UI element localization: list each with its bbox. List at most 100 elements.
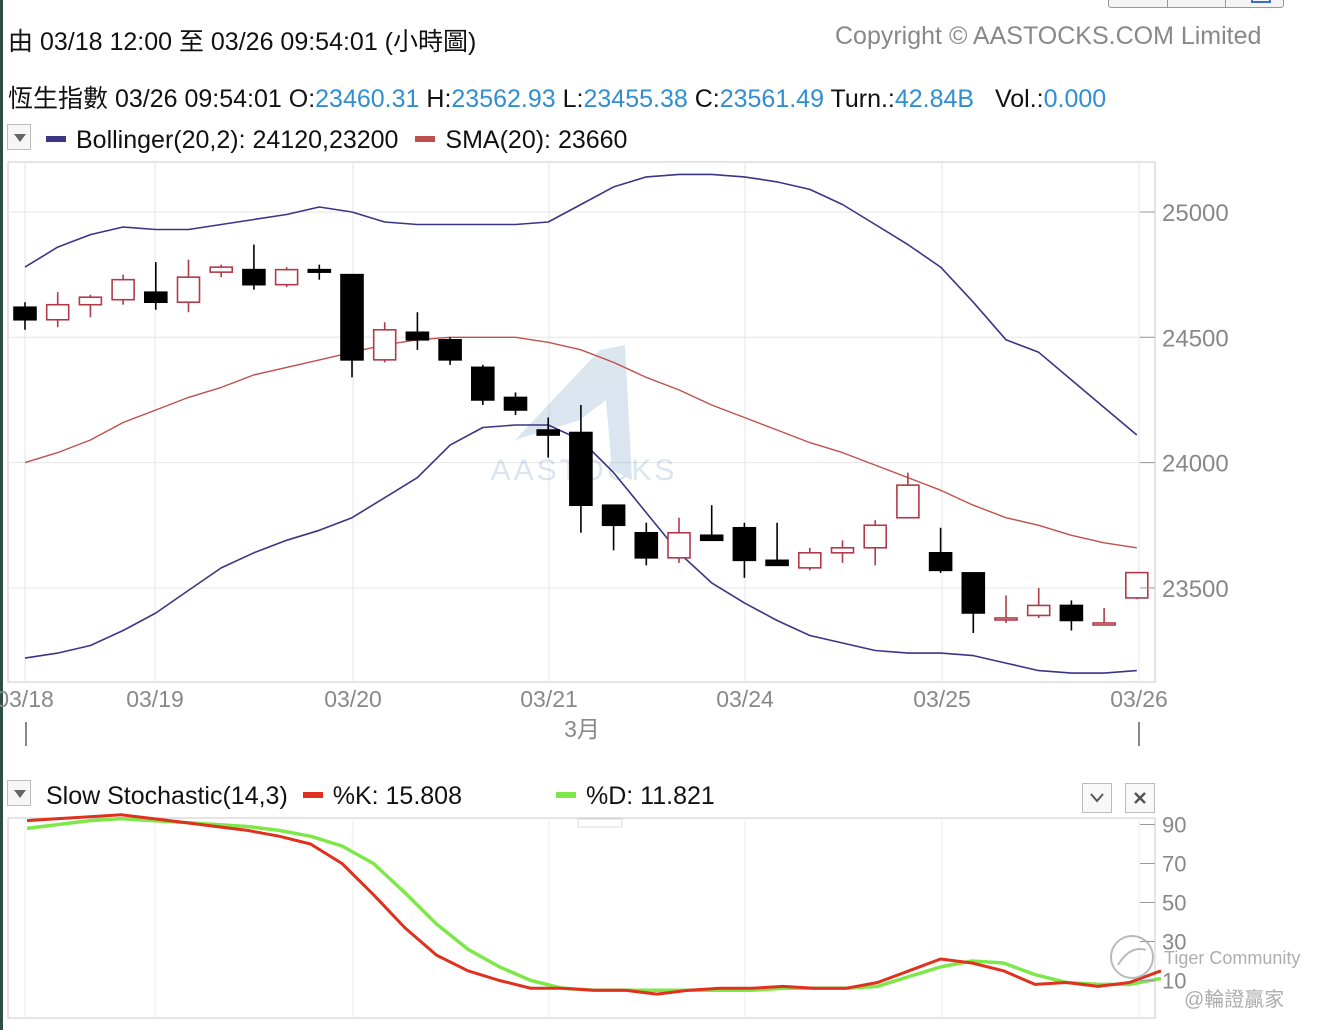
- bollinger-legend: Bollinger(20,2): 24120,23200: [76, 126, 399, 154]
- stoch-legend: Slow Stochastic(14,3) %K: 15.808: [46, 782, 462, 811]
- candle-body: [569, 431, 593, 507]
- index-name: 恆生指數: [8, 85, 109, 113]
- quote-datetime: 03/26 09:54:01: [114, 85, 282, 113]
- candle-body: [209, 266, 233, 273]
- x-axis-label: 03/26: [1110, 686, 1168, 712]
- candle: [1092, 607, 1116, 626]
- candle-body: [699, 534, 724, 542]
- candle: [961, 572, 986, 634]
- open-label: O:: [288, 85, 316, 113]
- candle-body: [1092, 622, 1116, 626]
- copyright-text: Copyright © AASTOCKS.COM Limited: [835, 22, 1262, 50]
- price-y-label: 24500: [1162, 325, 1229, 352]
- chevron-down-icon: [1090, 793, 1104, 803]
- candle-body: [13, 306, 37, 321]
- low-value: 23455.38: [583, 85, 688, 113]
- toolbar-button-group[interactable]: [1108, 0, 1284, 8]
- x-axis-label: 03/18: [0, 686, 54, 712]
- stoch-y-label: 50: [1162, 891, 1186, 916]
- candle: [13, 302, 37, 330]
- candle: [634, 522, 659, 566]
- window-icon: [1251, 0, 1271, 3]
- high-value: 23562.93: [451, 85, 556, 113]
- x-axis-label: 03/24: [716, 686, 774, 712]
- high-label: H:: [426, 85, 452, 113]
- window-edge: [0, 0, 3, 1030]
- candle-body: [667, 531, 691, 559]
- candle: [274, 267, 299, 288]
- volume-value: 0.000: [1043, 85, 1107, 113]
- k-legend: %K: 15.808: [332, 782, 462, 810]
- candle: [1059, 600, 1084, 631]
- bollinger-swatch: [46, 136, 66, 143]
- candle: [209, 264, 233, 278]
- close-panel-button[interactable]: [1125, 783, 1155, 813]
- candle-body: [896, 484, 920, 519]
- candle: [1026, 587, 1051, 618]
- stoch-plot-area: [7, 817, 1156, 1019]
- k-swatch: [302, 792, 323, 799]
- candle-body: [1026, 604, 1051, 617]
- candle-body: [470, 366, 495, 401]
- candle: [994, 595, 1018, 623]
- candle-body: [536, 429, 561, 436]
- candle: [242, 244, 266, 290]
- candle: [340, 273, 364, 378]
- candle-body: [634, 531, 659, 559]
- price-panel-menu-dropdown[interactable]: [7, 124, 31, 150]
- candle-body: [242, 268, 266, 286]
- candle-body: [994, 617, 1018, 621]
- k-line: [26, 813, 1162, 996]
- author-watermark-text: @輪證贏家: [1184, 988, 1284, 1011]
- sma-line: [24, 336, 1137, 549]
- candle-body: [307, 268, 332, 273]
- collapse-panel-button[interactable]: [1082, 783, 1112, 813]
- candle: [765, 522, 789, 567]
- candle-body: [1125, 571, 1149, 599]
- candle: [470, 364, 495, 405]
- candle-body: [1059, 604, 1084, 622]
- sma-swatch: [415, 136, 436, 143]
- candle-body: [928, 552, 953, 572]
- candle-body: [176, 276, 201, 304]
- turnover-value: 42.84B: [894, 85, 975, 113]
- close-label: C:: [694, 85, 720, 113]
- x-axis-label: 03/25: [913, 686, 971, 712]
- candle: [372, 322, 397, 363]
- d-legend: %D: 11.821: [586, 782, 715, 810]
- candle-body: [830, 547, 855, 554]
- candle: [569, 404, 593, 533]
- stoch-title: Slow Stochastic(14,3): [46, 782, 288, 810]
- candle: [438, 337, 462, 365]
- candle: [78, 294, 103, 318]
- stoch-y-label: 70: [1162, 852, 1186, 877]
- candle: [928, 527, 953, 573]
- candle-body: [111, 278, 135, 301]
- stoch-y-label: 10: [1162, 969, 1186, 994]
- candle: [536, 417, 561, 458]
- x-axis-label: 03/19: [126, 686, 184, 712]
- candle-body: [274, 268, 299, 286]
- tiger-community-watermark: Tiger Community @輪證贏家: [1110, 935, 1300, 1011]
- candle-body: [45, 303, 70, 321]
- month-label: 3月: [564, 716, 600, 742]
- candle-body: [372, 328, 397, 361]
- candle: [111, 274, 135, 305]
- drag-handle: [577, 818, 623, 828]
- price-legend: Bollinger(20,2): 24120,23200 SMA(20): 23…: [46, 126, 627, 155]
- candle: [699, 505, 724, 542]
- stoch-panel-menu-dropdown[interactable]: [7, 780, 31, 806]
- low-label: L:: [562, 85, 584, 113]
- candle: [307, 264, 332, 280]
- candle-body: [78, 296, 103, 306]
- price-y-label: 24000: [1162, 451, 1229, 478]
- open-value: 23460.31: [315, 85, 420, 113]
- tiger-community-text: Tiger Community: [1164, 948, 1300, 968]
- candle-body: [765, 559, 789, 567]
- bollinger-upper-line: [24, 173, 1138, 436]
- close-value: 23561.49: [719, 85, 824, 113]
- d-swatch: [556, 792, 576, 799]
- close-icon: [1134, 792, 1146, 804]
- candle-body: [144, 291, 168, 304]
